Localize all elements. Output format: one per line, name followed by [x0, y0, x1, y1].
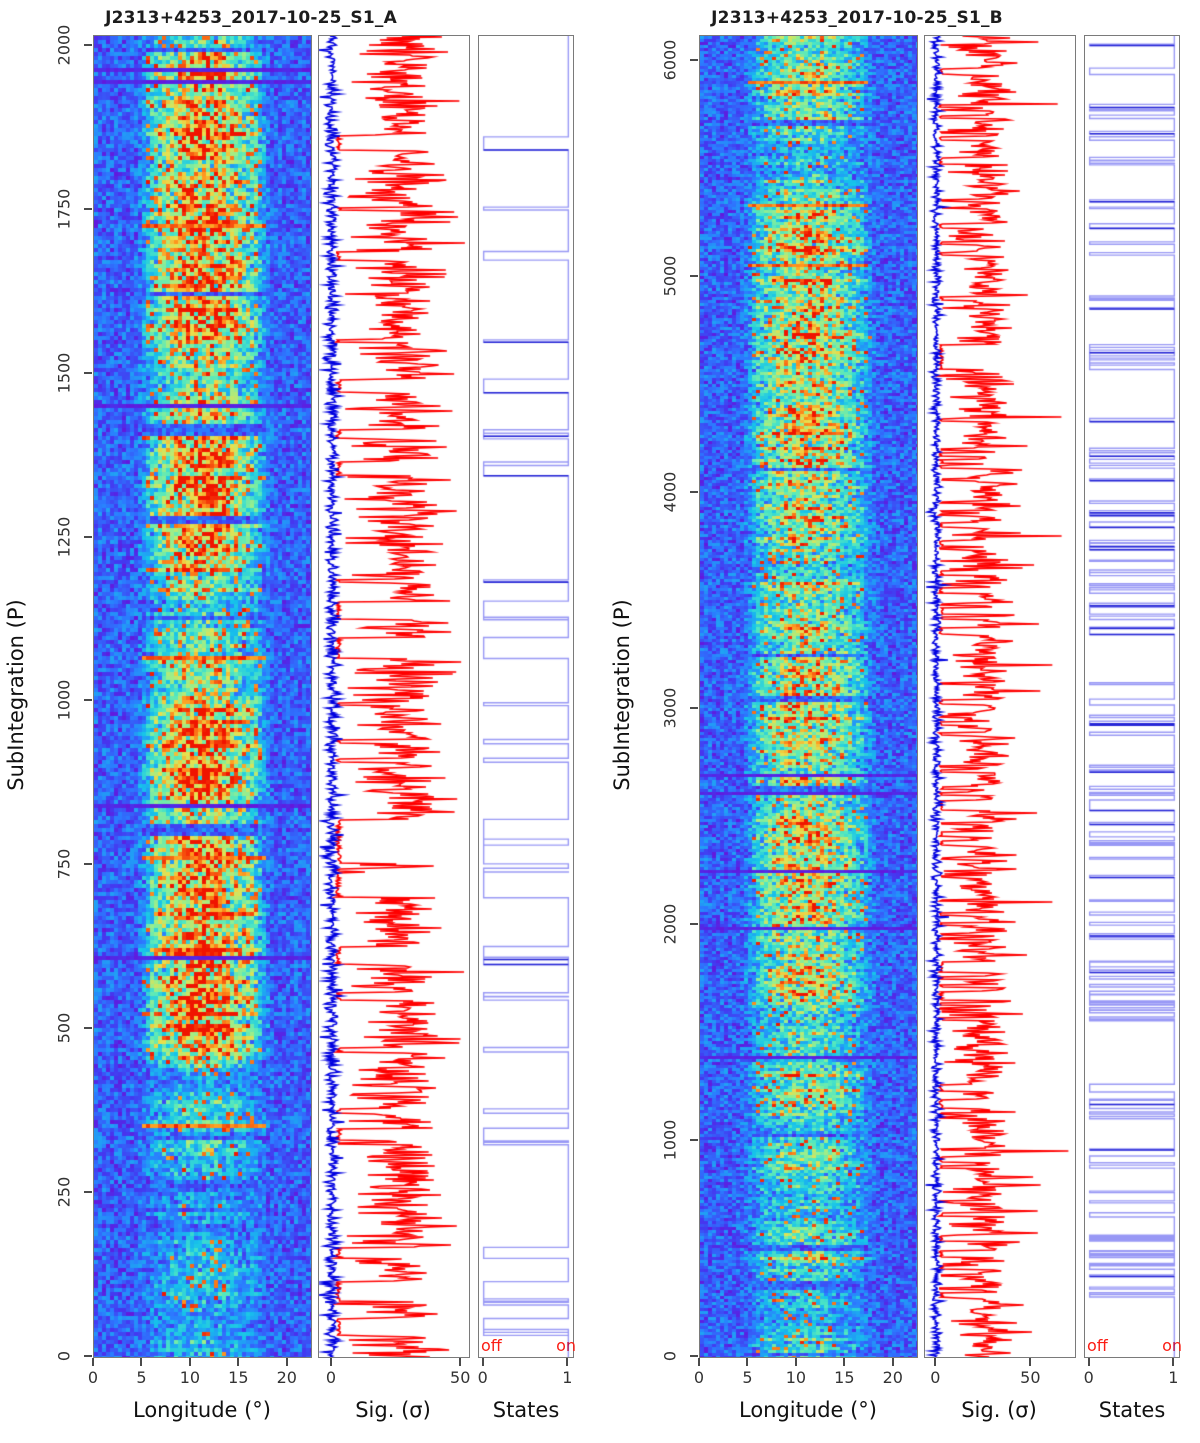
x-tick-mark — [566, 1358, 569, 1366]
x-tick-label: 0 — [87, 1368, 99, 1387]
panel-a-title: J2313+4253_2017-10-25_S1_A — [105, 8, 397, 28]
x-tick-label: 10 — [785, 1368, 807, 1387]
y-tick-mark — [84, 699, 92, 702]
y-tick-label: 2000 — [660, 903, 680, 945]
x-tick-label: 0 — [930, 1368, 941, 1387]
x-tick-mark — [698, 1358, 700, 1366]
panel-a-y-axis-label: SubIntegration (P) — [4, 599, 28, 791]
pulse-stack-canvas — [700, 36, 917, 1357]
y-tick-mark — [690, 58, 698, 61]
x-tick-label: 50 — [450, 1368, 471, 1387]
panel-a-pulse-stack-heatmap — [93, 35, 312, 1358]
y-tick-mark — [84, 863, 92, 866]
y-tick-label: 1500 — [54, 352, 74, 393]
panel-b-significance-plot — [924, 35, 1076, 1358]
panel-b-states-axis-label: States — [1098, 1398, 1166, 1422]
panel-b-sig-axis-label: Sig. (σ) — [961, 1398, 1037, 1422]
y-tick-label: 0 — [54, 1350, 74, 1362]
y-tick-mark — [84, 207, 92, 210]
y-tick-mark — [690, 274, 698, 277]
panel-b-states-plot: off on — [1084, 35, 1182, 1358]
panel-b-y-axis-label: SubIntegration (P) — [610, 599, 634, 791]
x-tick-label: 5 — [742, 1368, 753, 1387]
x-tick-label: 0 — [1083, 1368, 1094, 1387]
x-tick-label: 20 — [276, 1368, 297, 1387]
y-tick-mark — [84, 535, 92, 538]
y-tick-mark — [690, 1138, 698, 1141]
x-tick-mark — [237, 1358, 240, 1366]
x-tick-mark — [1087, 1358, 1090, 1366]
x-tick-label: 1 — [1168, 1368, 1179, 1387]
y-tick-label: 250 — [54, 1176, 74, 1208]
x-tick-mark — [481, 1358, 484, 1366]
states-canvas — [479, 36, 573, 1357]
panel-b: J2313+4253_2017-10-25_S1_B SubIntegratio… — [606, 0, 1200, 1443]
states-canvas — [1085, 36, 1179, 1357]
y-tick-label: 5000 — [660, 255, 680, 297]
x-tick-mark — [329, 1358, 332, 1366]
x-tick-mark — [140, 1358, 143, 1366]
x-tick-label: 1 — [562, 1368, 573, 1387]
y-tick-mark — [84, 371, 92, 374]
y-tick-label: 6000 — [660, 39, 680, 81]
x-tick-label: 5 — [136, 1368, 147, 1387]
x-tick-label: 0 — [693, 1368, 705, 1387]
x-tick-label: 0 — [477, 1368, 488, 1387]
x-tick-mark — [794, 1358, 797, 1366]
significance-canvas — [319, 36, 469, 1357]
y-tick-label: 750 — [54, 849, 74, 880]
y-tick-label: 0 — [660, 1350, 680, 1362]
significance-canvas — [925, 36, 1075, 1357]
pulse-stack-canvas — [94, 36, 311, 1357]
x-tick-mark — [746, 1358, 749, 1366]
x-tick-label: 15 — [834, 1368, 855, 1387]
panel-b-title: J2313+4253_2017-10-25_S1_B — [711, 8, 1003, 28]
y-tick-label: 4000 — [660, 471, 680, 513]
x-tick-label: 50 — [1020, 1368, 1041, 1387]
panel-a-states-plot: off on — [478, 35, 576, 1358]
x-tick-mark — [285, 1358, 288, 1366]
panel-a-longitude-axis-label: Longitude (°) — [132, 1398, 272, 1422]
x-tick-mark — [92, 1358, 94, 1366]
panel-b-pulse-stack-heatmap — [699, 35, 918, 1358]
y-tick-label: 1250 — [54, 516, 74, 557]
x-tick-mark — [891, 1358, 894, 1366]
y-tick-label: 500 — [54, 1012, 74, 1044]
x-tick-mark — [1029, 1358, 1032, 1366]
y-tick-mark — [690, 922, 698, 925]
x-tick-mark — [934, 1358, 937, 1366]
y-tick-mark — [84, 1027, 92, 1030]
x-tick-label: 0 — [325, 1368, 337, 1387]
x-tick-label: 15 — [228, 1368, 249, 1387]
x-tick-mark — [188, 1358, 191, 1366]
y-tick-mark — [84, 1191, 92, 1194]
y-tick-mark — [84, 1355, 92, 1357]
y-tick-label: 1000 — [54, 680, 74, 721]
y-tick-mark — [84, 43, 92, 46]
panel-a: J2313+4253_2017-10-25_S1_A SubIntegratio… — [4, 8, 576, 1422]
y-tick-label: 1000 — [660, 1119, 680, 1161]
panel-b-longitude-axis-label: Longitude (°) — [738, 1398, 878, 1422]
x-tick-mark — [1172, 1358, 1175, 1366]
panel-a-significance-plot — [318, 35, 470, 1358]
y-tick-mark — [690, 490, 698, 493]
panel-a-states-axis-label: States — [492, 1398, 560, 1422]
y-tick-label: 1750 — [54, 188, 74, 230]
y-tick-mark — [690, 706, 698, 709]
panel-a-sig-axis-label: Sig. (σ) — [355, 1398, 431, 1422]
x-tick-label: 20 — [882, 1368, 903, 1387]
y-tick-label: 2000 — [54, 24, 74, 66]
x-tick-label: 10 — [179, 1368, 201, 1387]
x-tick-mark — [459, 1358, 462, 1366]
y-tick-mark — [690, 1355, 698, 1357]
y-tick-label: 3000 — [660, 687, 680, 729]
x-tick-mark — [843, 1358, 846, 1366]
